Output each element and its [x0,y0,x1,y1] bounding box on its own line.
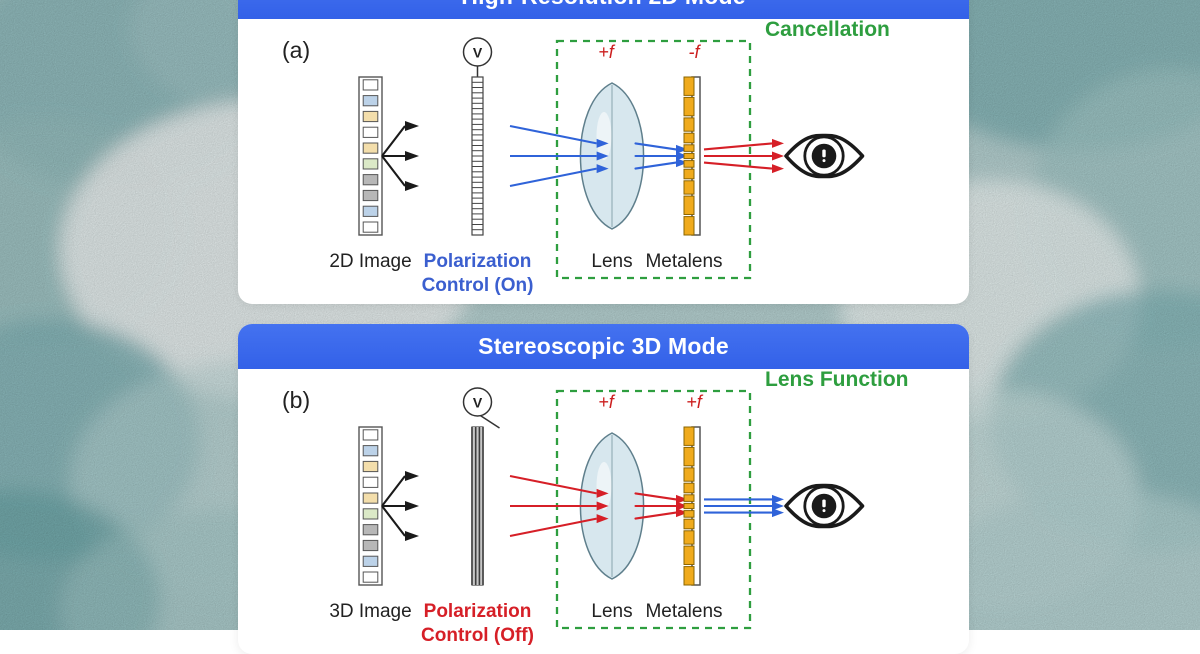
svg-text:Lens: Lens [591,601,632,622]
svg-text:(b): (b) [282,387,310,413]
svg-text:Metalens: Metalens [645,251,722,272]
svg-text:Lens Function: Lens Function [765,369,909,391]
svg-text:-f: -f [689,42,702,62]
svg-text:+f: +f [598,42,616,62]
svg-text:3D Image: 3D Image [329,601,411,622]
svg-text:Polarization: Polarization [424,251,532,272]
svg-text:+f: +f [686,392,704,412]
svg-text:2D Image: 2D Image [329,251,411,272]
svg-text:(a): (a) [282,37,310,63]
svg-text:+f: +f [598,392,616,412]
svg-text:Control (On): Control (On) [422,275,534,296]
svg-text:Lens: Lens [591,251,632,272]
svg-text:Cancellation: Cancellation [765,19,890,41]
svg-text:V: V [473,395,483,411]
svg-text:Metalens: Metalens [645,601,722,622]
svg-text:Polarization: Polarization [424,601,532,622]
svg-text:Control (Off): Control (Off) [421,625,534,646]
svg-text:V: V [473,45,483,61]
